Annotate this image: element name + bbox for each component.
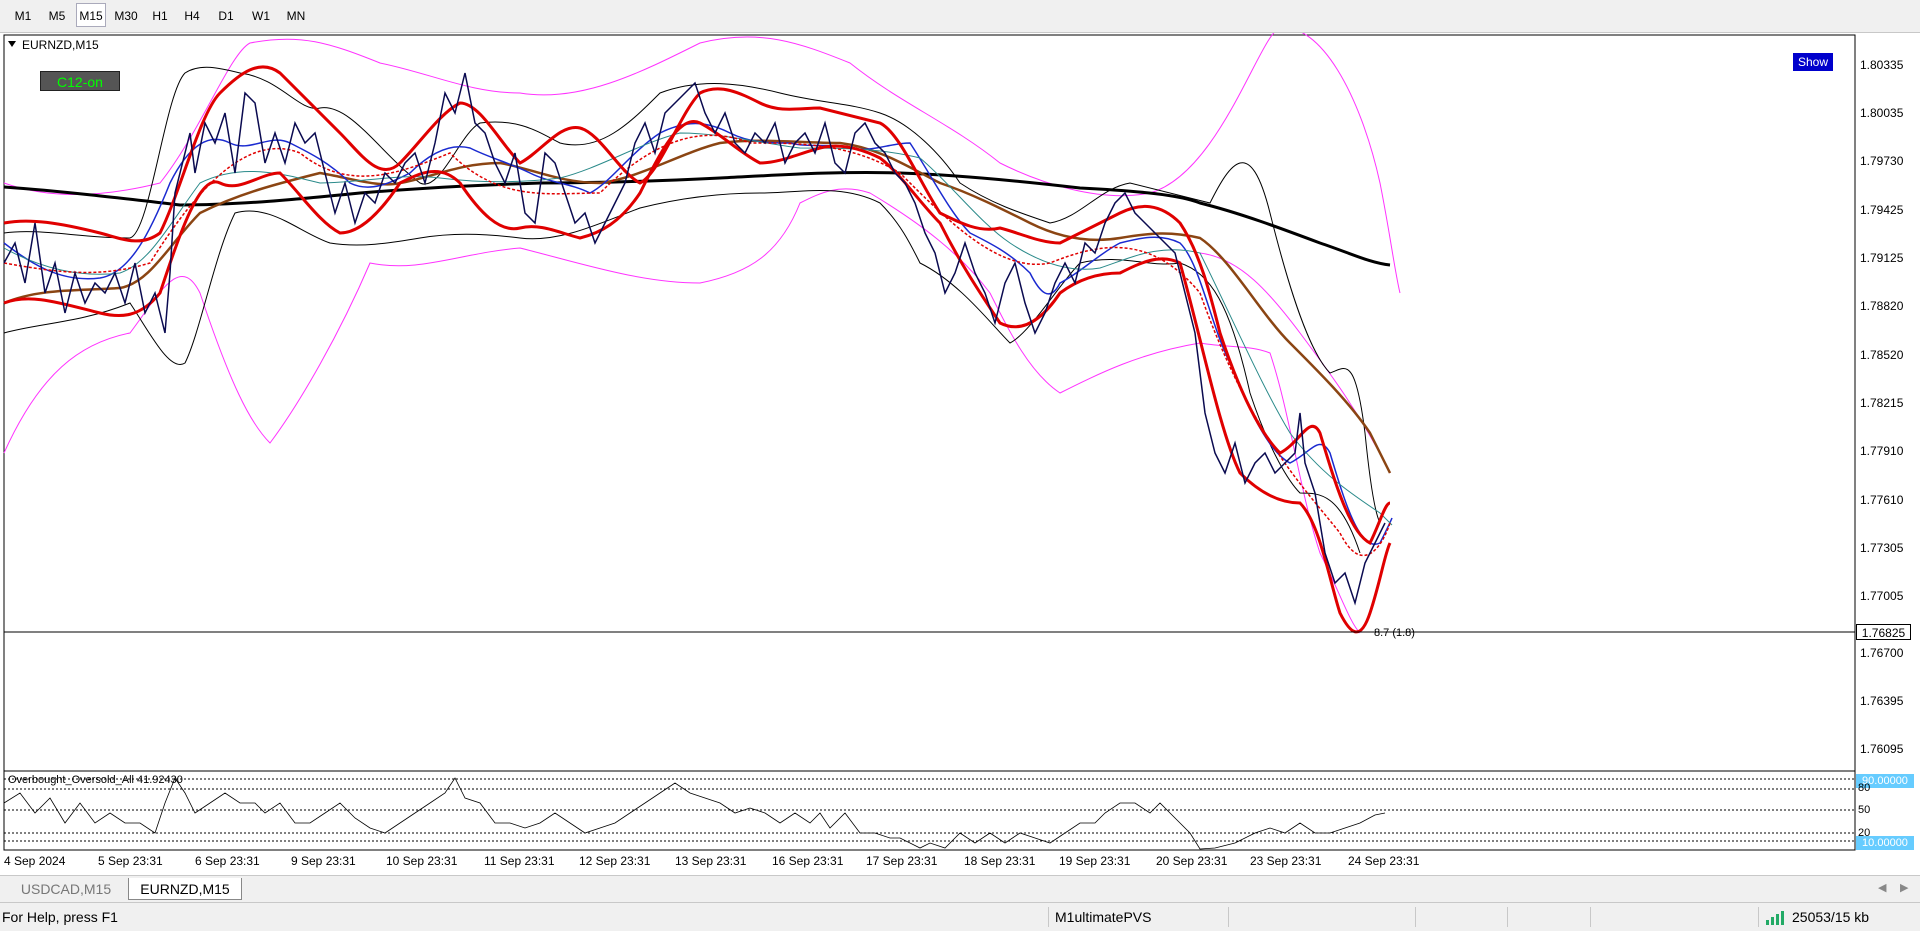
chart-menu-arrow-icon[interactable] (8, 41, 16, 47)
date-axis-label: 9 Sep 23:31 (291, 854, 356, 868)
price-series (3, 72, 1386, 606)
price-line-annotation: 8.7 (1.8) (1374, 627, 1415, 639)
tf-w1-button[interactable]: W1 (252, 9, 270, 23)
bollinger-lower (3, 190, 1361, 554)
tab-scroll-right-icon[interactable]: ▶ (1900, 882, 1909, 894)
status-divider (1048, 907, 1049, 927)
red-channel-lower (3, 119, 1392, 634)
connection-bars-icon (1766, 911, 1788, 925)
c12-toggle-button[interactable]: C12-on (40, 71, 120, 91)
status-traffic: 25053/15 kb (1792, 909, 1870, 925)
indicator-upper-level: 90.00000 (1856, 774, 1914, 788)
price-axis-label: 1.79730 (1860, 154, 1904, 168)
tf-m30-button[interactable]: M30 (114, 9, 138, 23)
indicator-lower-level: 10.00000 (1856, 836, 1914, 850)
bollinger-upper (3, 66, 1381, 524)
red-channel-upper (3, 65, 1391, 546)
moving-average-slow (3, 170, 1391, 267)
show-button[interactable]: Show (1793, 53, 1833, 71)
tf-m1-button[interactable]: M1 (14, 9, 32, 23)
status-profile: M1ultimatePVS (1055, 909, 1152, 925)
date-axis-label: 19 Sep 23:31 (1059, 854, 1131, 868)
date-axis-label: 18 Sep 23:31 (964, 854, 1036, 868)
moving-average-blue (3, 122, 1393, 546)
date-axis-label: 4 Sep 2024 (4, 854, 66, 868)
status-divider (1507, 907, 1508, 927)
date-axis-label: 12 Sep 23:31 (579, 854, 651, 868)
oscillator-series (3, 777, 1386, 850)
chart-symbol-title: EURNZD,M15 (22, 38, 99, 52)
status-divider (1415, 907, 1416, 927)
status-divider (1758, 907, 1759, 927)
timeframe-toolbar: M1 M5 M15 M30 H1 H4 D1 W1 MN (0, 0, 1920, 33)
price-axis-label: 1.79425 (1860, 203, 1904, 217)
price-axis-label: 1.78520 (1860, 348, 1904, 362)
tf-d1-button[interactable]: D1 (218, 9, 234, 23)
indicator-title: Overbought_Oversold_All 41.92430 (8, 774, 183, 786)
status-bar: For Help, press F1 M1ultimatePVS 25053/1… (0, 902, 1920, 931)
date-axis-label: 10 Sep 23:31 (386, 854, 458, 868)
tf-mn-button[interactable]: MN (286, 9, 306, 23)
tf-m5-button[interactable]: M5 (48, 9, 66, 23)
tf-h4-button[interactable]: H4 (184, 9, 200, 23)
status-divider (1228, 907, 1229, 927)
price-axis-label: 1.77005 (1860, 589, 1904, 603)
date-axis-label: 24 Sep 23:31 (1348, 854, 1420, 868)
date-axis-label: 20 Sep 23:31 (1156, 854, 1228, 868)
tf-h1-button[interactable]: H1 (152, 9, 168, 23)
price-axis-label: 1.80335 (1860, 58, 1904, 72)
price-axis-label: 1.78820 (1860, 299, 1904, 313)
date-axis-label: 23 Sep 23:31 (1250, 854, 1322, 868)
date-axis-label: 6 Sep 23:31 (195, 854, 260, 868)
tf-m15-button[interactable]: M15 (76, 3, 106, 27)
tab-scroll-left-icon[interactable]: ◀ (1878, 882, 1887, 894)
chart-window[interactable]: EURNZD,M15 C12-on Show 8.7 (1.8) 1.80335… (0, 33, 1920, 875)
date-axis-label: 17 Sep 23:31 (866, 854, 938, 868)
date-axis-label: 11 Sep 23:31 (484, 854, 555, 868)
date-axis-label: 16 Sep 23:31 (772, 854, 844, 868)
price-axis-label: 1.76700 (1860, 646, 1904, 660)
price-axis-label: 1.77305 (1860, 541, 1904, 555)
envelope-upper (3, 33, 1401, 294)
moving-average-brown (3, 139, 1392, 474)
symbol-tab-bar: USDCAD,M15 EURNZD,M15 ◀ ▶ (0, 875, 1920, 902)
price-chart-canvas[interactable] (0, 33, 1920, 875)
price-axis-label: 1.77610 (1860, 493, 1904, 507)
price-axis-label: 1.78215 (1860, 396, 1904, 410)
tab-usdcad-m15[interactable]: USDCAD,M15 (20, 881, 112, 897)
price-axis-label: 1.77910 (1860, 444, 1904, 458)
date-axis-label: 5 Sep 23:31 (98, 854, 163, 868)
status-help-text: For Help, press F1 (2, 909, 118, 925)
tab-eurnzd-m15[interactable]: EURNZD,M15 (128, 878, 242, 900)
price-axis-label: 1.79125 (1860, 251, 1904, 265)
indicator-level-label: 50 (1858, 804, 1871, 816)
status-divider (1590, 907, 1591, 927)
current-price-tag: 1.76825 (1856, 624, 1911, 640)
moving-average-teal (3, 132, 1393, 526)
price-axis-label: 1.76095 (1860, 742, 1904, 756)
date-axis-label: 13 Sep 23:31 (675, 854, 747, 868)
price-axis-label: 1.76395 (1860, 694, 1904, 708)
price-axis-label: 1.80035 (1860, 106, 1904, 120)
chart-frame (3, 34, 1856, 851)
indicator-level-label: 80 (1858, 782, 1871, 794)
envelope-lower (3, 188, 1361, 634)
